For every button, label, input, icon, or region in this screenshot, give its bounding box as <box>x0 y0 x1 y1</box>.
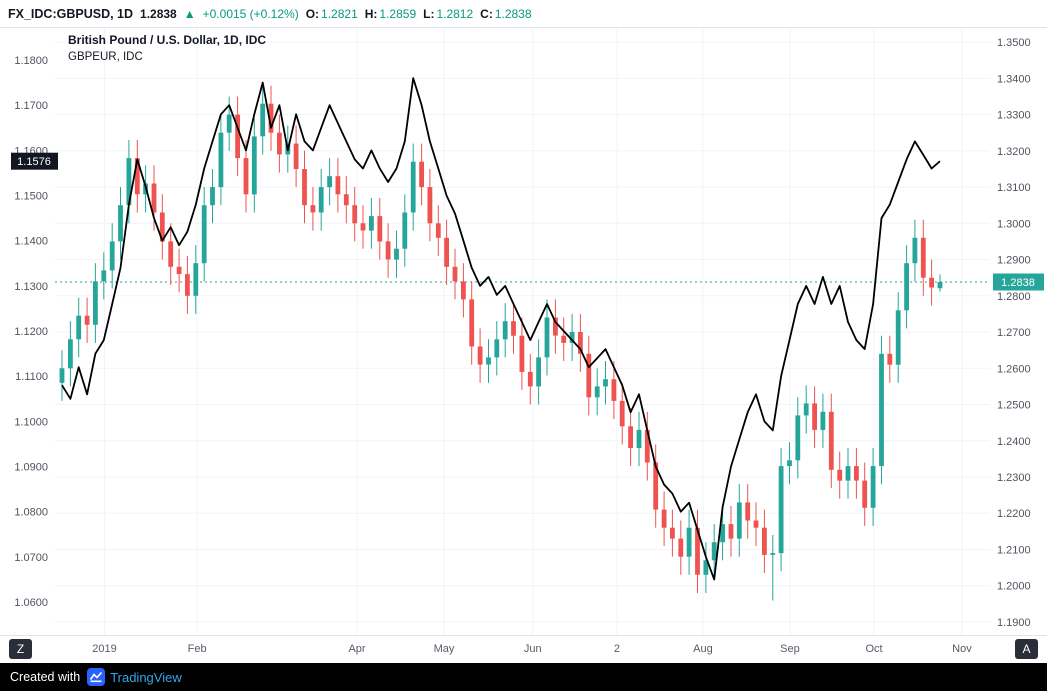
price-chart-svg[interactable]: 1.18001.17001.16001.15001.14001.13001.12… <box>0 28 1047 635</box>
time-axis-label: Oct <box>865 643 883 655</box>
right-price-axis[interactable]: 1.3500 1.3400 1.3300 1.3200 1.3100 1.3000 1.29… <box>997 37 1031 629</box>
right-axis-tick: 1.2400 <box>997 436 1031 448</box>
right-axis-tick: 1.3500 <box>997 37 1031 49</box>
left-axis-tick: 1.1800 <box>14 55 48 67</box>
chart-pane[interactable]: 1.1800 1.1700 1.1600 1.1500 1.1400 1.1300 1.12… <box>0 28 1047 635</box>
time-axis-label: Feb <box>187 643 207 655</box>
last-price: 1.2838 <box>140 6 177 21</box>
right-current-price-label[interactable]: 1.2838 <box>993 273 1044 291</box>
right-axis-tick: 1.2200 <box>997 508 1031 520</box>
symbol-info-bar: FX_IDC:GBPUSD, 1D 1.2838 ▲ +0.0015 (+0.1… <box>0 0 1047 28</box>
time-axis-label: Nov <box>952 643 972 655</box>
tradingview-link[interactable]: TradingView <box>87 668 182 686</box>
close-value: C: 1.2838 <box>480 6 532 21</box>
svg-text:1.1576: 1.1576 <box>17 156 51 168</box>
grid-lines <box>55 28 990 635</box>
timezone-button[interactable]: Z <box>9 639 32 659</box>
left-axis-tick: 1.1400 <box>14 236 48 248</box>
tradingview-logo-icon <box>87 668 106 686</box>
left-current-price-label[interactable]: 1.1576 <box>11 152 58 170</box>
time-axis-label: Aug <box>693 643 713 655</box>
time-axis-label: Jun <box>523 643 542 655</box>
symbol-title: FX_IDC:GBPUSD, 1D <box>8 6 134 21</box>
chart-legend[interactable]: British Pound / U.S. Dollar, 1D, IDC GBP… <box>68 32 266 66</box>
left-axis-tick: 1.1000 <box>14 416 48 428</box>
left-axis-tick: 1.1500 <box>14 191 48 203</box>
right-axis-tick: 1.2300 <box>997 472 1031 484</box>
created-with-text: Created with <box>10 670 81 684</box>
left-axis-tick: 1.1700 <box>14 100 48 112</box>
right-axis-tick: 1.3300 <box>997 110 1031 122</box>
auto-scale-button[interactable]: A <box>1015 639 1038 659</box>
right-axis-tick: 1.2800 <box>997 291 1031 303</box>
candlestick-series <box>59 85 943 601</box>
low-value: L: 1.2812 <box>423 6 474 21</box>
price-chart-canvas[interactable]: 1.1800 1.1700 1.1600 1.1500 1.1400 1.1300 1.12… <box>0 28 1047 635</box>
right-axis-tick: 1.3200 <box>997 146 1031 158</box>
right-axis-tick: 1.2900 <box>997 255 1031 267</box>
right-axis-tick: 1.3000 <box>997 218 1031 230</box>
right-axis-tick: 1.2100 <box>997 545 1031 557</box>
left-axis-tick: 1.0900 <box>14 462 48 474</box>
right-axis-tick: 1.2000 <box>997 581 1031 593</box>
right-axis-tick: 1.2500 <box>997 400 1031 412</box>
time-axis[interactable]: Z 2019 Feb Apr May Jun 2 Aug Sep Oct Nov A <box>0 635 1047 663</box>
left-axis-tick: 1.0600 <box>14 597 48 609</box>
left-axis-tick: 1.0700 <box>14 552 48 564</box>
right-axis-tick: 1.3100 <box>997 182 1031 194</box>
right-axis-tick: 1.2700 <box>997 327 1031 339</box>
time-axis-label: 2 <box>613 643 620 655</box>
legend-main-series[interactable]: British Pound / U.S. Dollar, 1D, IDC <box>68 33 267 47</box>
change-arrow-icon: ▲ <box>183 6 196 21</box>
right-axis-tick: 1.2600 <box>997 363 1031 375</box>
left-price-axis[interactable]: 1.18001.17001.16001.15001.14001.13001.12… <box>14 55 48 609</box>
left-axis-tick: 1.0800 <box>14 507 48 519</box>
left-axis-tick: 1.1300 <box>14 281 48 293</box>
right-axis-tick: 1.1900 <box>997 617 1031 629</box>
left-axis-tick: 1.1200 <box>14 326 48 338</box>
svg-text:1.2838: 1.2838 <box>1001 277 1035 289</box>
gbpeur-overlay-line <box>61 77 941 581</box>
price-change: +0.0015 (+0.12%) <box>202 6 299 21</box>
left-axis-tick: 1.1100 <box>15 371 48 383</box>
attribution-bar: Created with TradingView <box>0 663 1047 691</box>
time-axis-label: Apr <box>348 643 366 655</box>
time-axis-label: Sep <box>780 643 800 655</box>
time-axis-label: 2019 <box>92 643 117 655</box>
tradingview-wordmark: TradingView <box>110 669 182 685</box>
open-value: O: 1.2821 <box>305 6 358 21</box>
time-axis-label: May <box>433 643 455 655</box>
legend-overlay-series[interactable]: GBPEUR, IDC <box>68 51 143 63</box>
high-value: H: 1.2859 <box>364 6 417 21</box>
right-axis-tick: 1.3400 <box>997 73 1031 85</box>
